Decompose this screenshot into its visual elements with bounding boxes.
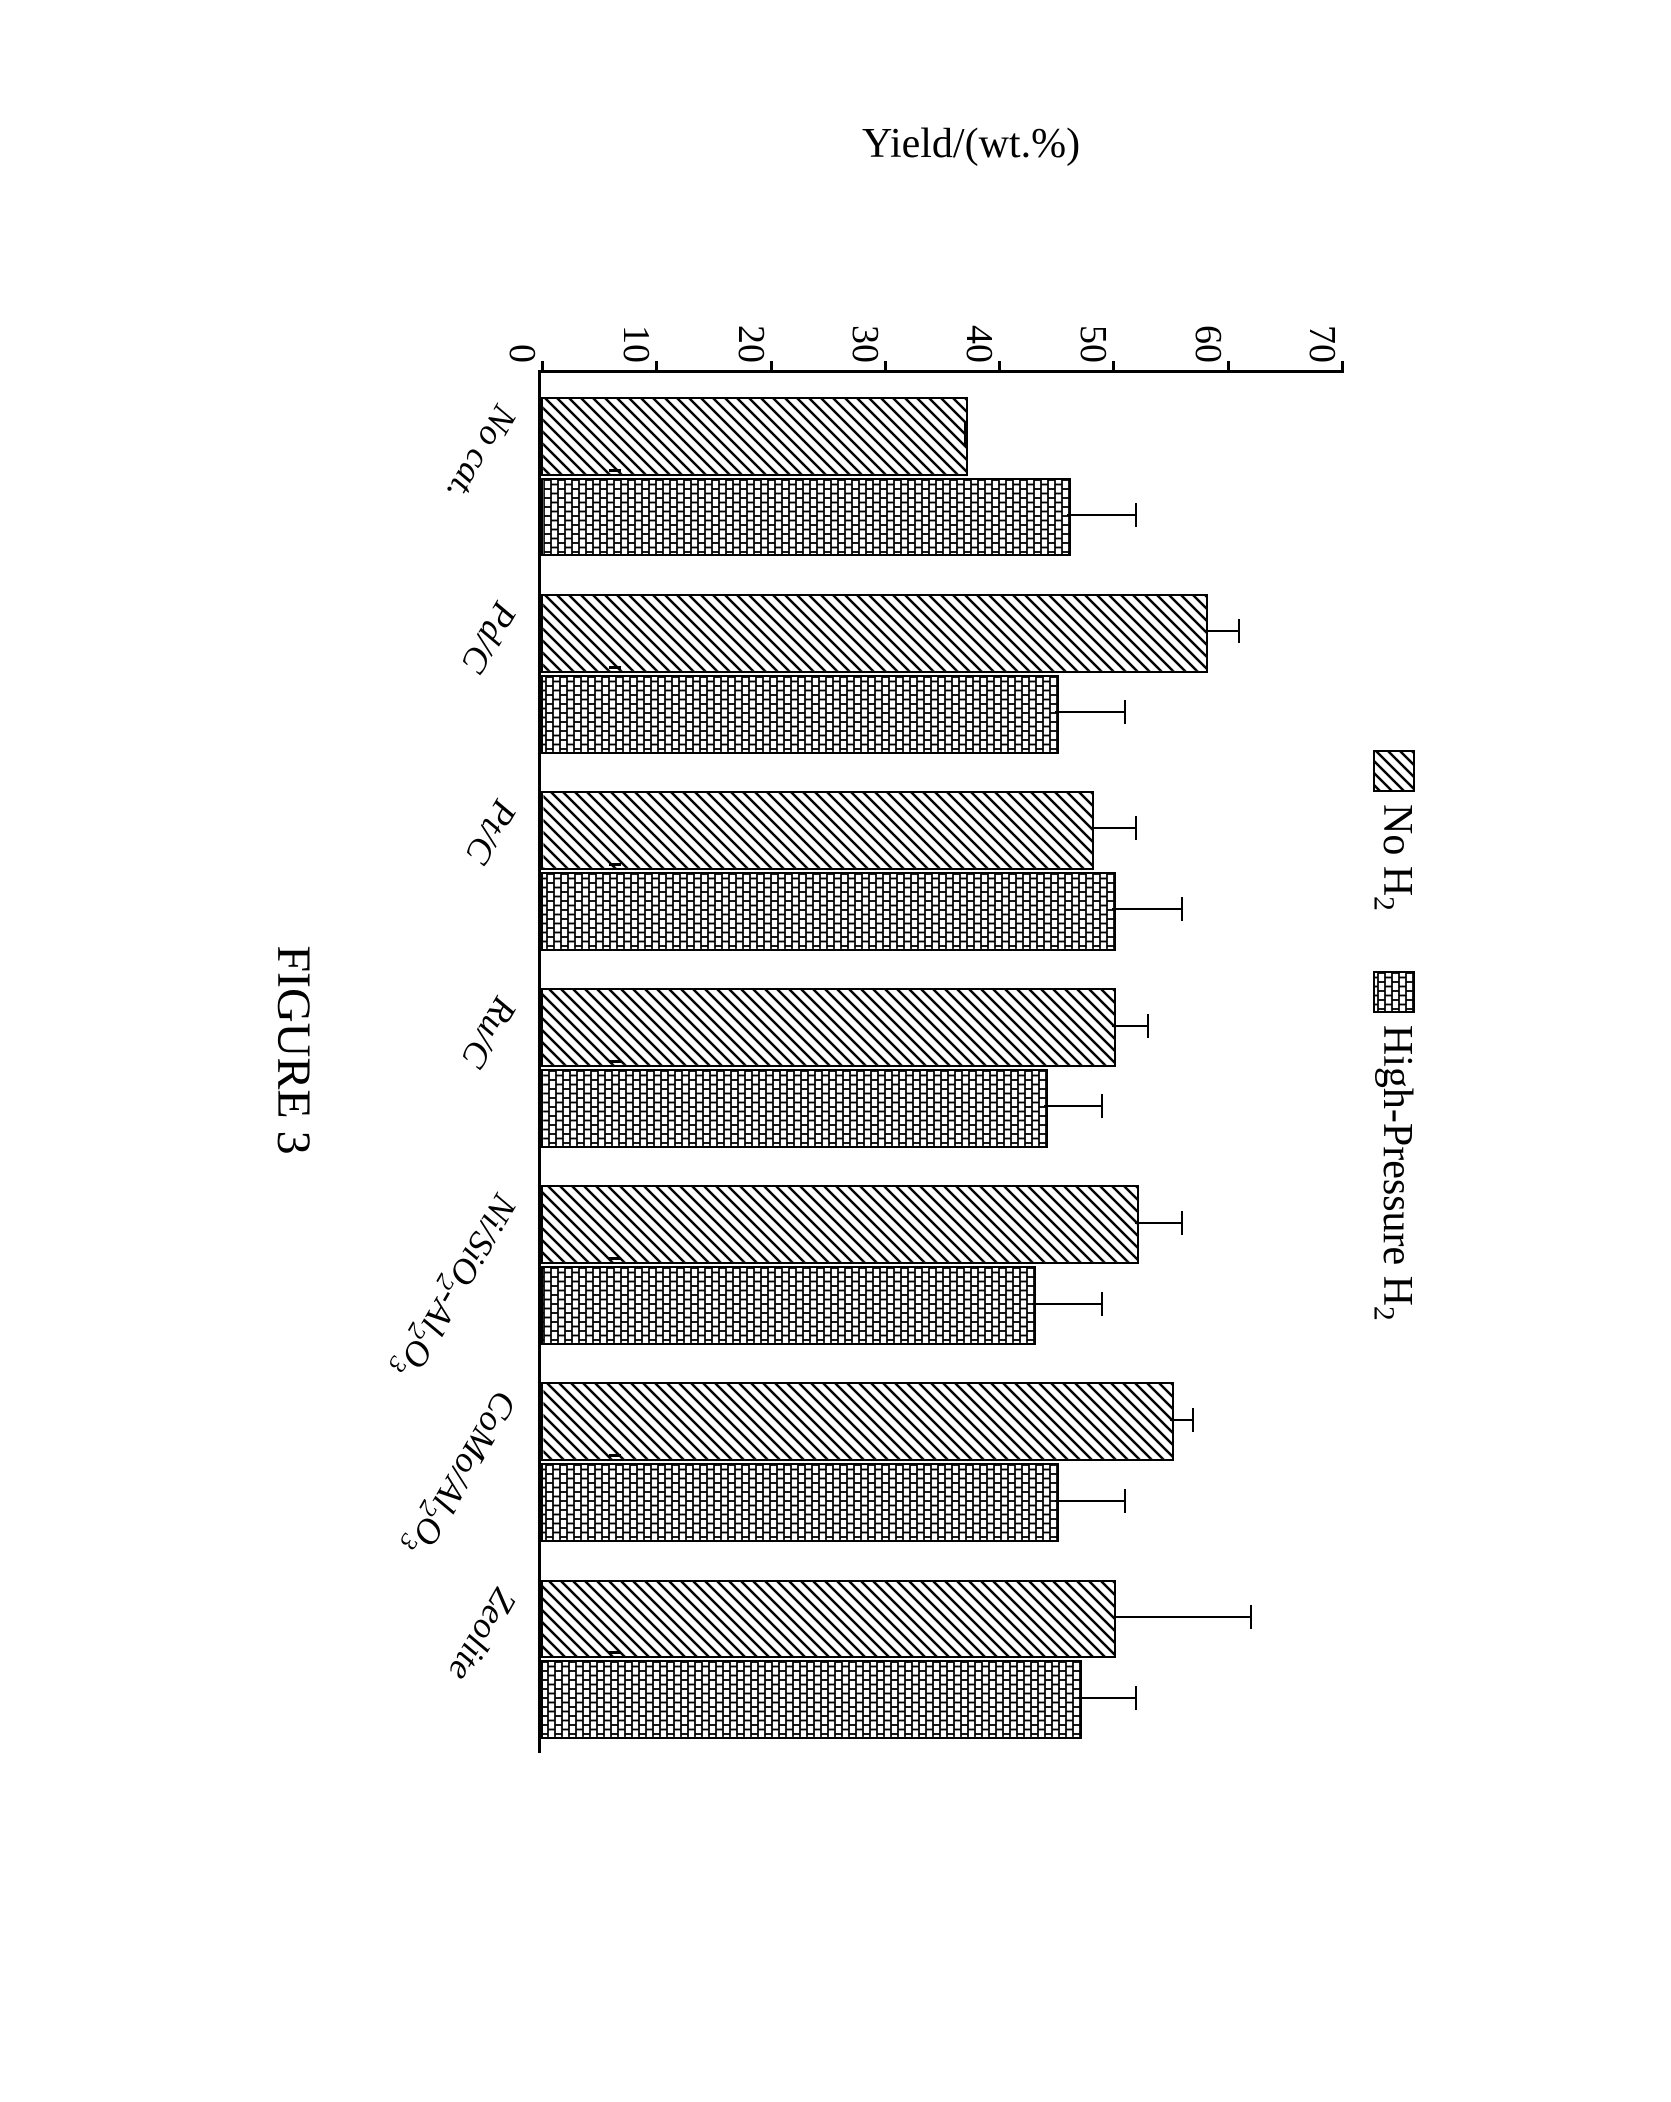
y-tick-mark xyxy=(541,361,544,373)
error-bar xyxy=(1078,1697,1135,1699)
error-cap xyxy=(1101,1094,1103,1118)
y-tick-mark xyxy=(770,361,773,373)
y-tick-label: 60 xyxy=(1186,303,1230,363)
y-axis-label: Yield/(wt.%) xyxy=(862,120,1080,168)
error-bar xyxy=(1135,1222,1181,1224)
error-bar xyxy=(1112,1025,1146,1027)
bar xyxy=(541,791,1094,870)
bar xyxy=(541,872,1116,951)
x-tick-mark xyxy=(609,469,621,472)
figure-caption: FIGURE 3 xyxy=(266,250,321,1850)
error-cap xyxy=(1192,1408,1194,1432)
error-cap xyxy=(1181,897,1183,921)
bar xyxy=(541,1069,1048,1148)
error-cap xyxy=(1147,1014,1149,1038)
y-tick-label: 70 xyxy=(1300,303,1344,363)
plot-area: 010203040506070 xyxy=(538,370,1341,1753)
page: No H2 High-Pressure H2 Yield/(wt.%) 0 10 2… xyxy=(0,0,1671,1671)
y-tick-label: 10 xyxy=(614,303,658,363)
bar xyxy=(541,594,1208,673)
bar xyxy=(541,1463,1059,1542)
error-cap xyxy=(1181,1211,1183,1235)
error-bar xyxy=(1204,630,1238,632)
x-tick-label: Ni/SiO2-Al2O3 xyxy=(381,1184,526,1386)
x-tick-mark xyxy=(609,1257,621,1260)
x-tick-label: Zeolite xyxy=(440,1581,526,1689)
y-tick-mark xyxy=(1341,361,1344,373)
error-bar xyxy=(1090,827,1136,829)
bar xyxy=(541,675,1059,754)
x-tick-label: No cat. xyxy=(438,398,526,509)
x-tick-mark xyxy=(609,863,621,866)
bar-chart: No H2 High-Pressure H2 Yield/(wt.%) 0102… xyxy=(321,250,1421,1850)
bar xyxy=(541,1580,1116,1659)
error-bar xyxy=(1032,1303,1101,1305)
error-cap xyxy=(1124,1489,1126,1513)
y-tick-label: 50 xyxy=(1071,303,1115,363)
x-tick-mark xyxy=(609,666,621,669)
bar xyxy=(541,1382,1174,1461)
bar xyxy=(541,397,968,476)
legend-item-noh2: No H2 xyxy=(1367,750,1421,911)
error-cap xyxy=(1124,700,1126,724)
swatch-diag-icon xyxy=(1373,750,1415,792)
error-bar xyxy=(1044,1105,1101,1107)
error-cap xyxy=(964,422,966,446)
bar xyxy=(541,1266,1036,1345)
y-tick-label: 20 xyxy=(729,303,773,363)
swatch-brick-icon xyxy=(1373,971,1415,1013)
legend-label: No H2 xyxy=(1367,804,1421,911)
y-tick-label: 0 xyxy=(500,303,544,363)
x-tick-label: Pd/C xyxy=(453,595,526,680)
x-tick-label: Ru/C xyxy=(453,990,526,1075)
bars-container xyxy=(541,373,1341,1753)
y-tick-mark xyxy=(1112,361,1115,373)
error-bar xyxy=(1112,1616,1249,1618)
error-cap xyxy=(1238,619,1240,643)
error-bar xyxy=(1112,908,1181,910)
x-tick-label: Pt/C xyxy=(457,793,526,871)
legend-label: High-Pressure H2 xyxy=(1367,1025,1421,1321)
y-tick-mark xyxy=(884,361,887,373)
error-cap xyxy=(1101,1292,1103,1316)
error-cap xyxy=(1135,816,1137,840)
x-tick-label: CoMo/Al2O3 xyxy=(393,1381,526,1564)
error-bar xyxy=(1055,1500,1124,1502)
bar xyxy=(541,988,1116,1067)
error-cap xyxy=(1135,1686,1137,1710)
error-cap xyxy=(1250,1605,1252,1629)
error-cap xyxy=(1135,503,1137,527)
bar xyxy=(541,1660,1082,1739)
error-bar xyxy=(1067,514,1136,516)
legend-item-highh2: High-Pressure H2 xyxy=(1367,971,1421,1321)
y-tick-mark xyxy=(655,361,658,373)
legend: No H2 High-Pressure H2 xyxy=(1367,750,1421,1321)
error-bar xyxy=(1170,1419,1193,1421)
y-tick-label: 40 xyxy=(957,303,1001,363)
y-tick-mark xyxy=(1227,361,1230,373)
error-bar xyxy=(1055,711,1124,713)
bar xyxy=(541,1185,1139,1264)
y-tick-label: 30 xyxy=(843,303,887,363)
bar xyxy=(541,478,1071,557)
y-tick-mark xyxy=(998,361,1001,373)
x-tick-mark xyxy=(609,1651,621,1654)
x-tick-mark xyxy=(609,1060,621,1063)
x-tick-mark xyxy=(609,1454,621,1457)
